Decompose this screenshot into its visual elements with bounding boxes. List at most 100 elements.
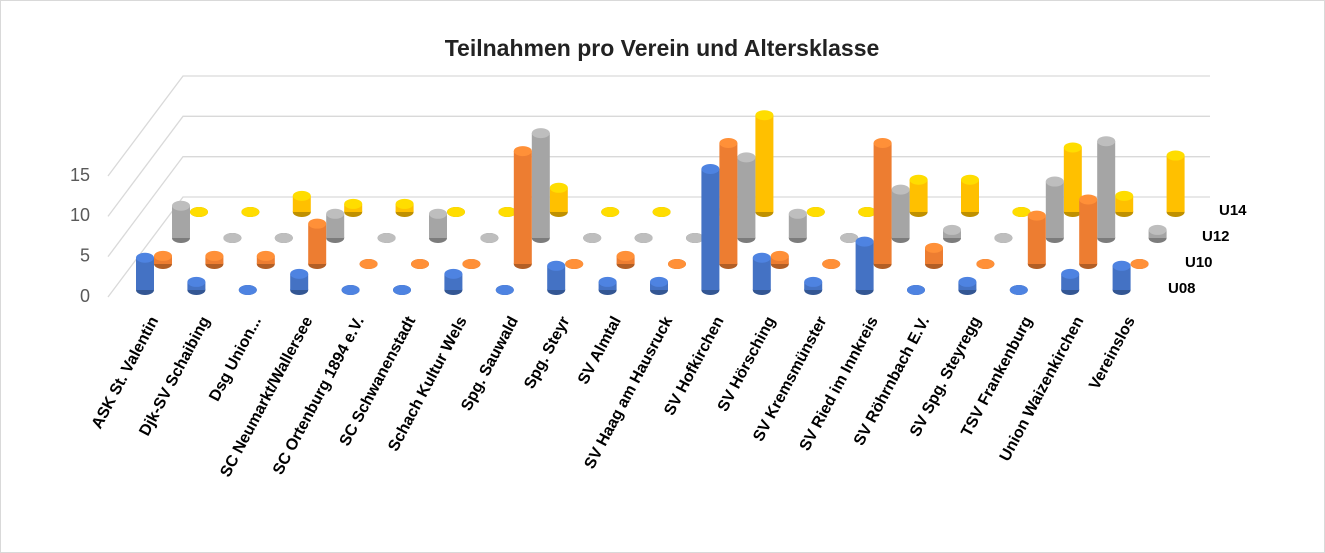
cylinder <box>806 207 825 217</box>
cylinder <box>341 285 360 295</box>
cylinder <box>1097 136 1116 243</box>
cylinder-body <box>326 213 345 238</box>
cylinder <box>241 207 260 217</box>
cylinder-top <box>1166 150 1185 161</box>
cylinder-top <box>873 138 892 148</box>
cylinder <box>976 259 995 269</box>
cylinder-top <box>447 207 465 217</box>
cylinder <box>292 190 311 217</box>
cylinder <box>447 207 465 217</box>
cylinder-body <box>737 157 756 238</box>
cylinder-top <box>1063 142 1082 153</box>
cylinder <box>190 207 208 217</box>
cylinder <box>668 259 686 269</box>
cylinder-top <box>668 259 686 269</box>
cylinder <box>943 224 961 243</box>
series-label: U08 <box>1168 280 1196 297</box>
cylinder-top <box>822 259 841 269</box>
cylinder-top <box>292 190 311 201</box>
cylinder-body <box>873 143 892 264</box>
cylinder-body <box>891 189 910 238</box>
cylinder-top <box>274 233 293 243</box>
cylinder-top <box>241 207 260 217</box>
cylinder-body <box>719 143 738 264</box>
cylinder-top <box>1112 260 1131 271</box>
cylinder-top <box>444 268 463 279</box>
cylinder-top <box>513 146 532 157</box>
cylinder <box>205 250 224 269</box>
cylinder <box>686 233 704 243</box>
cylinder-top <box>256 250 275 261</box>
cylinder <box>1130 259 1149 269</box>
cylinder-body <box>855 241 874 290</box>
cylinder-top <box>961 174 979 185</box>
cylinder-top <box>601 207 620 217</box>
cylinder-top <box>326 208 345 219</box>
cylinder-top <box>154 250 172 261</box>
cylinder <box>223 233 242 243</box>
cylinder-top <box>395 198 414 209</box>
cylinder-top <box>565 259 584 269</box>
cylinder-top <box>598 276 617 287</box>
cylinder-top <box>755 110 774 121</box>
cylinder-body <box>961 179 979 212</box>
cylinder-body <box>308 223 327 264</box>
cylinder-top <box>858 207 877 217</box>
cylinder <box>925 242 943 269</box>
cylinder <box>513 146 532 269</box>
cylinder-top <box>909 174 928 185</box>
cylinder-top <box>650 276 668 287</box>
cylinder <box>172 200 190 243</box>
cylinder-top <box>976 259 995 269</box>
cylinder-top <box>498 207 517 217</box>
cylinder-top <box>1045 176 1064 187</box>
cylinder-top <box>855 236 874 247</box>
cylinder-top <box>136 252 154 263</box>
cylinder-top <box>172 200 190 211</box>
cylinder <box>498 207 517 217</box>
cylinder <box>752 252 771 295</box>
cylinder <box>1112 260 1131 295</box>
cylinder <box>616 250 635 269</box>
cylinder-top <box>531 128 550 139</box>
cylinder <box>549 182 568 217</box>
cylinder-top <box>1061 268 1080 279</box>
cylinder-body <box>1166 155 1185 212</box>
cylinder <box>429 208 447 243</box>
cylinder <box>994 233 1013 243</box>
cylinder-top <box>411 259 429 269</box>
cylinder-top <box>958 276 977 287</box>
cylinder-top <box>804 276 823 287</box>
cylinder <box>395 198 414 217</box>
cylinder-top <box>549 182 568 193</box>
cylinder-body <box>136 257 154 290</box>
y-tick-label: 5 <box>80 245 90 265</box>
cylinder <box>840 233 859 243</box>
cylinder-top <box>891 184 910 195</box>
cylinder-top <box>187 276 206 287</box>
cylinder-top <box>429 208 447 219</box>
cylinder-body <box>755 115 774 212</box>
cylinder-top <box>393 285 411 295</box>
cylinder <box>909 174 928 217</box>
cylinder <box>650 276 668 295</box>
cylinder <box>652 207 671 217</box>
cylinder-top <box>634 233 653 243</box>
cylinder <box>444 268 463 295</box>
cylinder-top <box>994 233 1013 243</box>
cylinder <box>1012 207 1031 217</box>
cylinder <box>1045 176 1064 243</box>
cylinder-body <box>172 205 190 238</box>
cylinder-top <box>840 233 859 243</box>
cylinder-top <box>719 138 738 148</box>
cylinder-top <box>788 208 807 219</box>
cylinder <box>238 285 257 295</box>
cylinder-top <box>652 207 671 217</box>
series-label: U12 <box>1202 228 1230 245</box>
cylinder-top <box>1012 207 1031 217</box>
cylinder <box>770 250 789 269</box>
cylinder <box>858 207 877 217</box>
cylinder <box>958 276 977 295</box>
cylinder <box>788 208 807 243</box>
grid-line <box>107 196 1210 298</box>
